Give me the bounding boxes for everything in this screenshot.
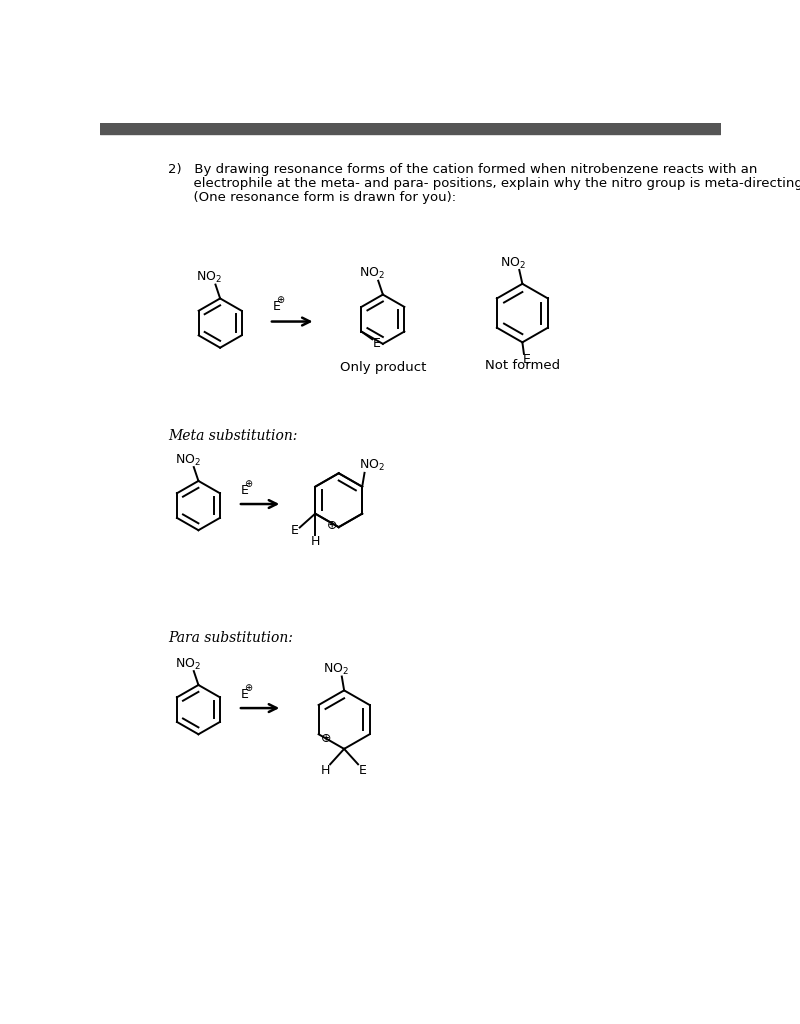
Text: Only product: Only product (340, 360, 426, 374)
Text: (One resonance form is drawn for you):: (One resonance form is drawn for you): (168, 190, 456, 204)
Text: E: E (241, 688, 249, 700)
Text: E: E (373, 337, 381, 349)
Text: NO$_2$: NO$_2$ (174, 656, 201, 672)
Text: Not formed: Not formed (485, 359, 560, 373)
Text: electrophile at the meta- and para- positions, explain why the nitro group is me: electrophile at the meta- and para- posi… (168, 177, 800, 189)
Text: NO$_2$: NO$_2$ (196, 270, 222, 286)
Text: H: H (321, 764, 330, 777)
Text: ⊕: ⊕ (244, 479, 252, 489)
Text: ⊕: ⊕ (276, 295, 284, 305)
Text: Meta substitution:: Meta substitution: (168, 429, 298, 443)
Text: ⊕: ⊕ (327, 519, 338, 532)
Text: E: E (523, 353, 531, 366)
Text: ⊕: ⊕ (244, 683, 252, 693)
Text: ⊕: ⊕ (321, 731, 332, 744)
Text: NO$_2$: NO$_2$ (323, 663, 350, 677)
Text: NO$_2$: NO$_2$ (359, 266, 385, 282)
Text: NO$_2$: NO$_2$ (500, 255, 526, 270)
Text: NO$_2$: NO$_2$ (358, 459, 385, 473)
Text: E: E (291, 524, 299, 538)
Text: H: H (310, 535, 320, 548)
Text: NO$_2$: NO$_2$ (174, 453, 201, 468)
Text: 2)   By drawing resonance forms of the cation formed when nitrobenzene reacts wi: 2) By drawing resonance forms of the cat… (168, 163, 758, 176)
Text: Para substitution:: Para substitution: (168, 631, 293, 645)
Text: E: E (273, 300, 281, 312)
Text: E: E (241, 483, 249, 497)
Text: E: E (358, 764, 366, 777)
